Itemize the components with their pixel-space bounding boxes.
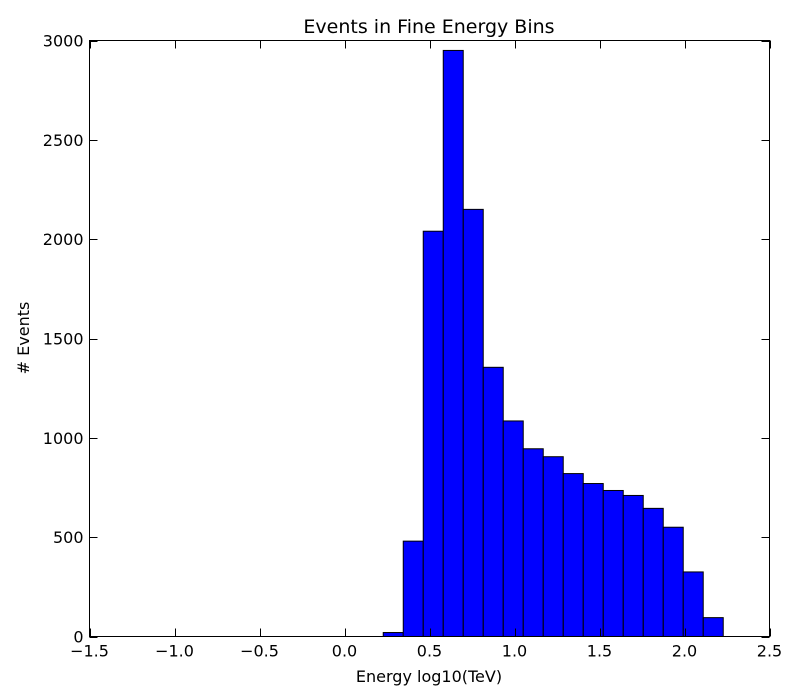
x-tick-label: 0.0: [332, 642, 357, 661]
y-axis-label: # Events: [14, 302, 33, 375]
y-tick-label: 1500: [43, 330, 84, 349]
x-tick-label: −1.5: [70, 642, 109, 661]
histogram-bar: [522, 448, 544, 638]
histogram-bar: [662, 526, 684, 637]
histogram-bar: [682, 571, 704, 637]
x-tick-labels: −1.5 −1.0 −0.5 0.0 0.5 1.0 1.5 2.0 2.5: [70, 642, 782, 661]
x-axis-label: Energy log10(TeV): [356, 667, 502, 686]
y-tick-label: 2000: [43, 230, 84, 249]
histogram-bar: [442, 49, 464, 638]
y-tick-label: 2500: [43, 131, 84, 150]
y-tick-label: 500: [53, 528, 84, 547]
histogram-bar: [602, 489, 624, 638]
x-tick-label: 1.5: [587, 642, 612, 661]
histogram-bar: [462, 208, 484, 637]
histogram-bar: [382, 632, 404, 638]
y-tick-labels: 0 500 1000 1500 2000 2500 3000: [43, 32, 84, 647]
x-tick-label: 2.5: [757, 642, 782, 661]
plot-frame: [89, 40, 770, 637]
histogram-bar: [502, 420, 524, 638]
y-tick-label: 3000: [43, 32, 84, 51]
histogram-bar: [642, 507, 664, 637]
x-tick-label: 0.5: [417, 642, 442, 661]
y-tick-label: 1000: [43, 429, 84, 448]
histogram-bar: [542, 456, 564, 637]
histogram-bar: [702, 617, 724, 638]
ticks-layer: [89, 40, 771, 638]
y-tick-label: 0: [73, 628, 83, 647]
chart-title: Events in Fine Energy Bins: [303, 16, 554, 38]
histogram-bar: [482, 366, 504, 637]
histogram-bar: [402, 540, 424, 638]
histogram-bar: [422, 230, 444, 637]
x-tick-label: −1.0: [155, 642, 194, 661]
histogram-bar: [622, 494, 644, 638]
x-tick-label: 1.0: [502, 642, 527, 661]
bars-layer: [382, 49, 724, 638]
histogram-bar: [582, 483, 604, 637]
histogram-bar: [562, 473, 584, 637]
x-tick-label: −0.5: [240, 642, 279, 661]
x-tick-label: 2.0: [672, 642, 697, 661]
